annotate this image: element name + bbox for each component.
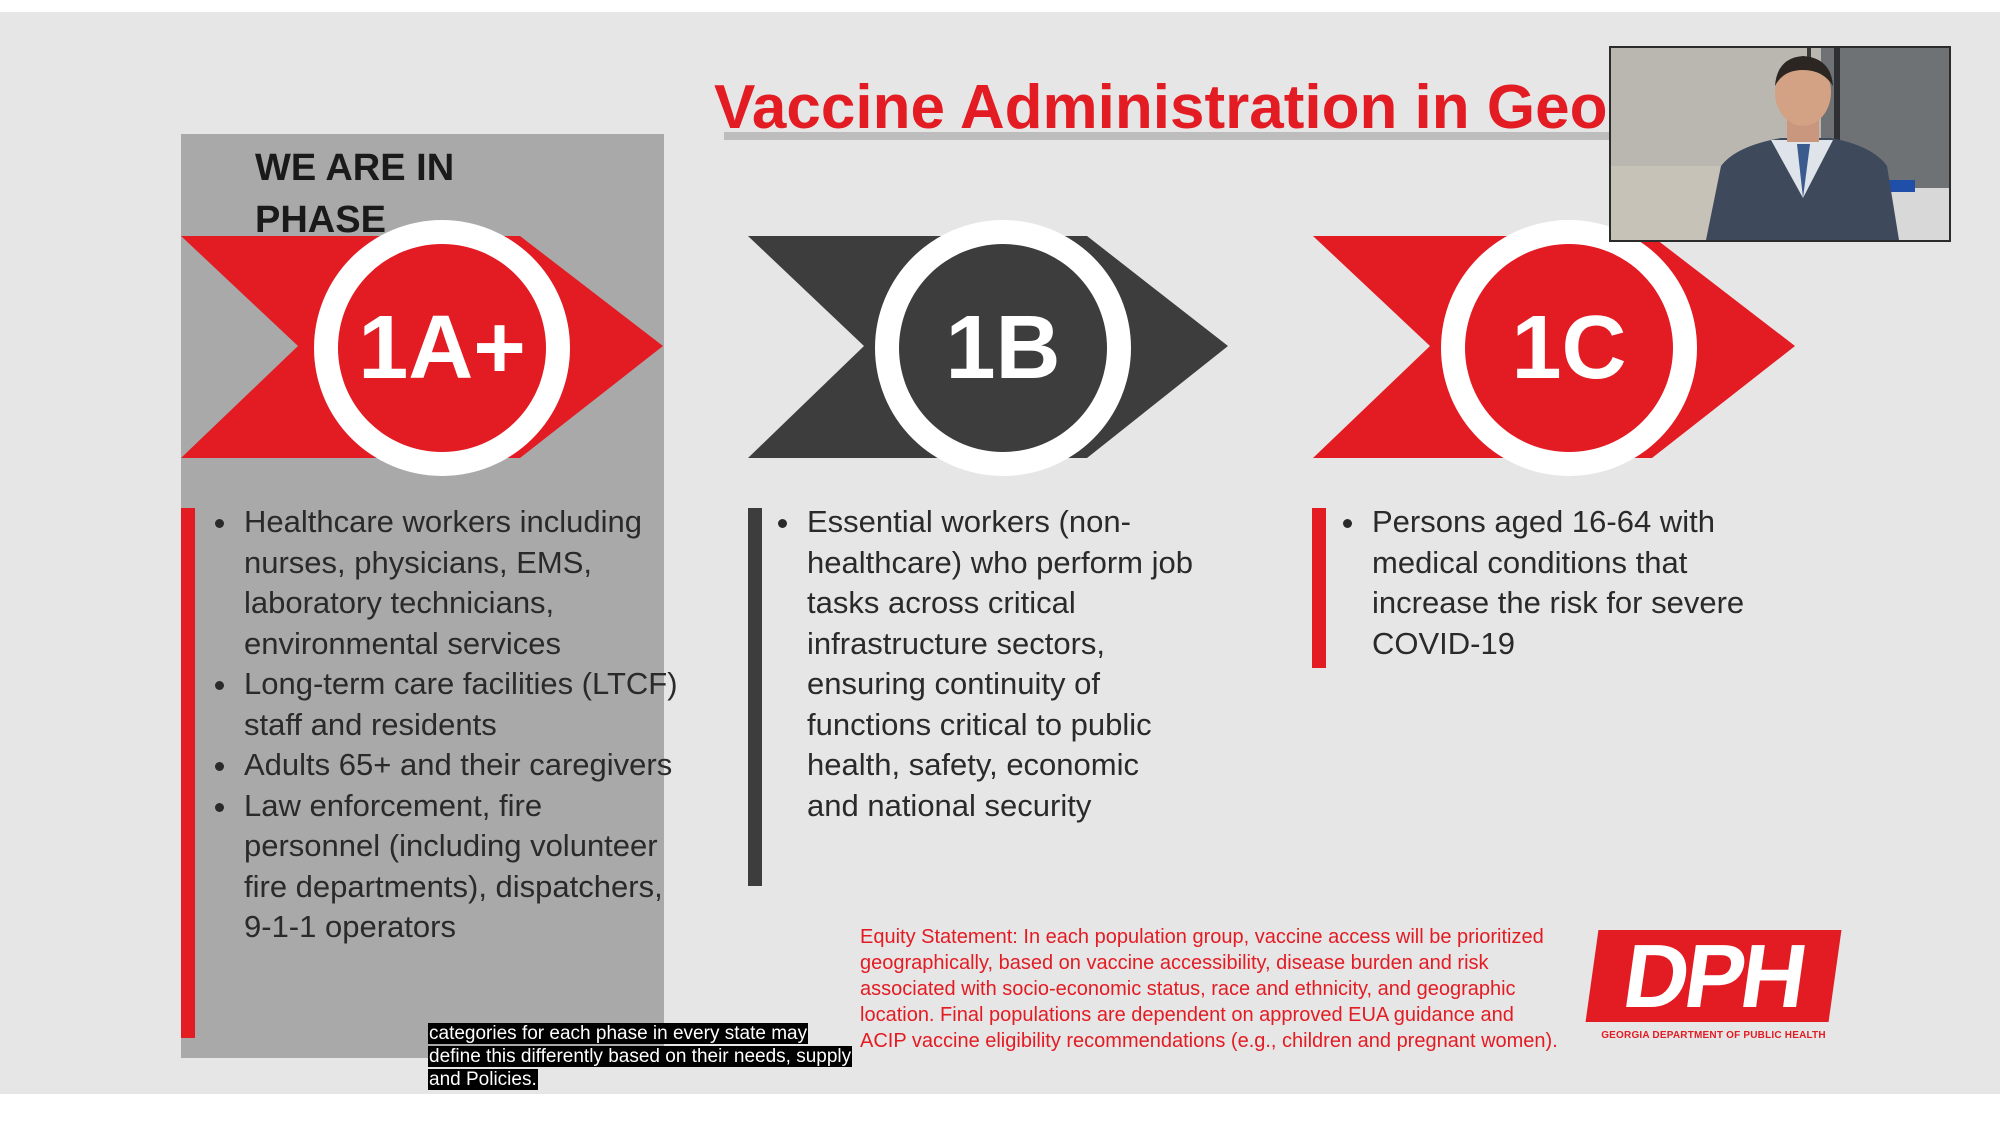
closed-caption: categories for each phase in every state… [428, 1022, 888, 1091]
dph-logo-subtitle: GEORGIA DEPARTMENT OF PUBLIC HEALTH [1601, 1030, 1826, 1041]
title-underline [724, 132, 1624, 140]
phase-1a-accent-bar [181, 508, 195, 1038]
phase-1c-bullet-list: Persons aged 16-64 with medical conditio… [1338, 502, 1768, 664]
presenter-video-image [1611, 48, 1949, 240]
dph-logo: DPH GEORGIA DEPARTMENT OF PUBLIC HEALTH [1585, 927, 1842, 1052]
phase-chevrons: 1A+ 1B 1C [181, 220, 1795, 476]
phase-1b-accent-bar [748, 508, 762, 886]
presenter-video-tile[interactable] [1609, 46, 1951, 242]
phase-1b-bullet-list: Essential workers (non-healthcare) who p… [773, 502, 1193, 826]
list-item: Healthcare workers including nurses, phy… [240, 502, 680, 664]
list-item: Adults 65+ and their caregivers [240, 745, 680, 786]
dph-logo-letters: DPH [1585, 927, 1842, 1027]
caption-line: categories for each phase in every state… [428, 1023, 809, 1044]
equity-statement: Equity Statement: In each population gro… [860, 926, 1558, 1052]
phase-1a-bullet-list: Healthcare workers including nurses, phy… [210, 502, 680, 948]
current-phase-label: WE ARE IN PHASE [255, 147, 455, 241]
phase-1b-badge-text: 1B [945, 298, 1060, 398]
caption-line: and Policies. [428, 1069, 538, 1090]
list-item: Persons aged 16-64 with medical conditio… [1368, 502, 1768, 664]
list-item: Long-term care facilities (LTCF) staff a… [240, 664, 680, 745]
phase-1c-accent-bar [1312, 508, 1326, 668]
phase-1c-badge [1465, 244, 1673, 452]
phase-1a-badge [338, 244, 546, 452]
phase-1a-badge-text: 1A+ [358, 298, 526, 398]
list-item: Law enforcement, fire personnel (includi… [240, 786, 680, 948]
slide-title: Vaccine Administration in Georgia [714, 73, 1614, 142]
phase-1c-badge-text: 1C [1511, 298, 1626, 398]
list-item: Essential workers (non-healthcare) who p… [803, 502, 1193, 826]
phase-1b-badge [899, 244, 1107, 452]
caption-line: define this differently based on their n… [428, 1046, 853, 1067]
